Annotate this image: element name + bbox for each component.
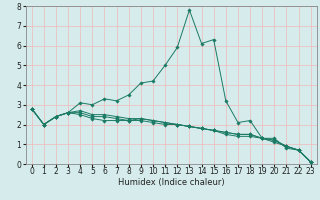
X-axis label: Humidex (Indice chaleur): Humidex (Indice chaleur): [118, 178, 225, 187]
